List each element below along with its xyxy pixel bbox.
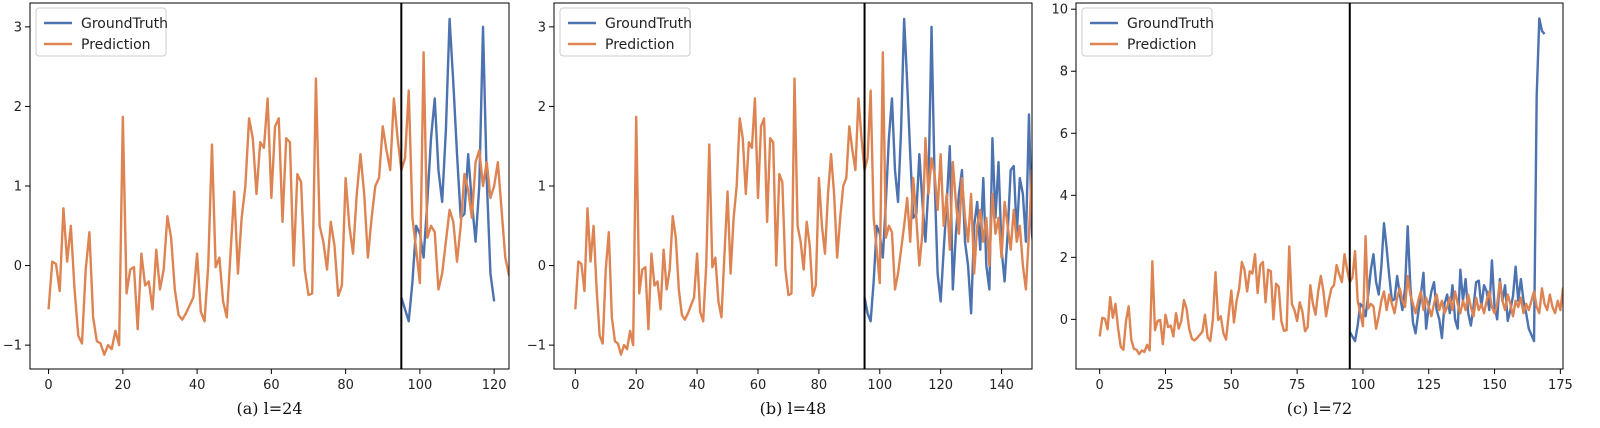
x-tick-label: 0	[1096, 378, 1104, 393]
x-tick-label: 140	[989, 378, 1014, 393]
y-tick-label: 0	[14, 259, 22, 274]
x-tick-label: 175	[1548, 378, 1573, 393]
x-tick-label: 100	[867, 378, 892, 393]
y-tick-label: 3	[538, 20, 546, 35]
y-tick-label: −1	[3, 339, 22, 354]
y-tick-label: 2	[14, 100, 22, 115]
legend: GroundTruth Prediction	[1081, 7, 1214, 57]
y-tick-label: 2	[538, 100, 546, 115]
x-tick-label: 20	[115, 378, 132, 393]
x-tick-label: 0	[571, 378, 579, 393]
chart-panel-3: 0 25 50 75 100 125 150 175 0 2 4 6 8 10 GroundTruth Pre…	[1051, 2, 1573, 418]
legend-label-prediction: Prediction	[81, 37, 151, 53]
x-tick-label: 100	[407, 378, 432, 393]
y-tick-label: 10	[1051, 3, 1068, 18]
series-line-groundtruth	[863, 17, 1032, 323]
plot-frame	[29, 2, 510, 370]
panel-caption: (b) l=48	[760, 399, 827, 418]
y-tick-label: 4	[1060, 189, 1068, 204]
series-line-prediction	[574, 51, 1032, 356]
x-tick-label: 80	[337, 378, 354, 393]
chart-panel-1: 0 20 40 60 80 100 120 −1 0 1 2 3 GroundTruth Predicti…	[3, 2, 510, 418]
series-line-groundtruth	[1348, 17, 1546, 343]
x-tick-label: 40	[689, 378, 706, 393]
x-tick-label: 100	[1351, 378, 1376, 393]
y-tick-label: 2	[1060, 251, 1068, 266]
y-tick-label: −1	[527, 339, 546, 354]
plot-frame	[1075, 2, 1564, 370]
legend: GroundTruth Prediction	[559, 7, 692, 57]
panel-caption: (a) l=24	[237, 399, 303, 418]
x-tick-label: 80	[811, 378, 828, 393]
series-line-groundtruth	[400, 17, 496, 323]
x-tick-label: 0	[44, 378, 52, 393]
x-tick-label: 125	[1416, 378, 1441, 393]
legend-label-groundtruth: GroundTruth	[605, 16, 692, 32]
x-tick-label: 120	[482, 378, 507, 393]
legend-label-groundtruth: GroundTruth	[1127, 16, 1214, 32]
x-tick-label: 50	[1223, 378, 1240, 393]
x-tick-label: 75	[1289, 378, 1306, 393]
series-line-prediction	[47, 51, 509, 356]
legend-label-prediction: Prediction	[605, 37, 675, 53]
x-tick-label: 60	[263, 378, 280, 393]
y-tick-label: 0	[538, 259, 546, 274]
y-tick-label: 3	[14, 20, 22, 35]
panel-caption: (c) l=72	[1287, 399, 1352, 418]
legend: GroundTruth Prediction	[35, 7, 168, 57]
series-line-prediction	[1098, 235, 1563, 356]
y-tick-label: 6	[1060, 127, 1068, 142]
x-tick-label: 120	[928, 378, 953, 393]
y-tick-label: 8	[1060, 65, 1068, 80]
x-tick-label: 150	[1482, 378, 1507, 393]
x-tick-label: 20	[628, 378, 645, 393]
y-tick-label: 1	[14, 180, 22, 195]
y-tick-label: 1	[538, 180, 546, 195]
x-tick-label: 40	[189, 378, 206, 393]
x-tick-label: 25	[1157, 378, 1174, 393]
x-tick-label: 60	[750, 378, 767, 393]
legend-label-groundtruth: GroundTruth	[81, 16, 168, 32]
chart-panel-2: 0 20 40 60 80 100 120 140 −1 0 1 2 3 GroundTruth Predi…	[527, 2, 1033, 418]
y-tick-label: 0	[1060, 313, 1068, 328]
legend-label-prediction: Prediction	[1127, 37, 1197, 53]
